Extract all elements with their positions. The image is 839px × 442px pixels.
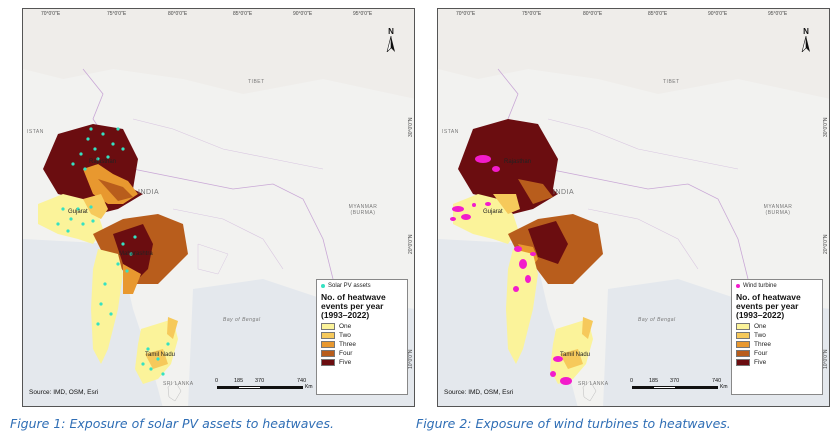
tick-top-85e: 85°0'0"E bbox=[233, 11, 253, 17]
scale-bar: 0 185 370 740 Km bbox=[215, 378, 313, 390]
solar-map-panel: 70°0'0"E 75°0'0"E 80°0'0"E 85°0'0"E 90°0… bbox=[22, 8, 415, 407]
legend-title: No. of heatwave events per year (1993–20… bbox=[736, 292, 801, 320]
tick-top-85e: 85°0'0"E bbox=[648, 11, 668, 17]
legend-entry: Five bbox=[321, 359, 403, 366]
place-label: Bay of Bengal bbox=[223, 317, 261, 323]
place-label: TIBET bbox=[663, 79, 680, 85]
legend-asset-label: Solar PV assets bbox=[328, 283, 371, 289]
north-arrow: N bbox=[384, 27, 398, 57]
map-legend: Solar PV assets No. of heatwave events p… bbox=[316, 279, 408, 395]
figure-caption-1: Figure 1: Exposure of solar PV assets to… bbox=[10, 416, 334, 431]
place-label: INDIA bbox=[553, 189, 575, 196]
place-label: TIBET bbox=[248, 79, 265, 85]
legend-entry: Two bbox=[736, 332, 818, 339]
tick-top-90e: 90°0'0"E bbox=[293, 11, 313, 17]
tick-side-10n: 10°0'0"N bbox=[823, 349, 829, 369]
region-label: Rajasthan bbox=[504, 159, 532, 165]
tick-side-10n: 10°0'0"N bbox=[408, 349, 414, 369]
tick-top-80e: 80°0'0"E bbox=[168, 11, 188, 17]
map-source: Source: IMD, OSM, Esri bbox=[29, 389, 99, 396]
map-legend: Wind turbine No. of heatwave events per … bbox=[731, 279, 823, 395]
legend-entry: Three bbox=[321, 341, 403, 348]
north-arrow: N bbox=[799, 27, 813, 57]
place-label: INDIA bbox=[138, 189, 160, 196]
tick-top-70e: 70°0'0"E bbox=[456, 11, 476, 17]
map-basemap bbox=[438, 9, 829, 406]
place-label: MYANMAR (BURMA) bbox=[348, 204, 378, 216]
region-label: Tamil Nadu bbox=[145, 352, 176, 358]
legend-asset-label: Wind turbine bbox=[743, 283, 777, 289]
legend-entry: One bbox=[736, 323, 818, 330]
tick-top-75e: 75°0'0"E bbox=[107, 11, 127, 17]
legend-title: No. of heatwave events per year (1993–20… bbox=[321, 292, 386, 320]
region-label: Gujarat bbox=[68, 209, 88, 215]
legend-entry: Four bbox=[321, 350, 403, 357]
tick-top-90e: 90°0'0"E bbox=[708, 11, 728, 17]
place-label: SRI LANKA bbox=[578, 381, 609, 387]
legend-entry: Three bbox=[736, 341, 818, 348]
map-basemap bbox=[23, 9, 414, 406]
scale-bar: 0 185 370 740 Km bbox=[630, 378, 728, 390]
map-source: Source: IMD, OSM, Esri bbox=[444, 389, 514, 396]
tick-top-95e: 95°0'0"E bbox=[353, 11, 373, 17]
tick-side-20n: 20°0'0"N bbox=[408, 234, 414, 254]
tick-side-20n: 20°0'0"N bbox=[823, 234, 829, 254]
place-label: SRI LANKA bbox=[163, 381, 194, 387]
tick-top-80e: 80°0'0"E bbox=[583, 11, 603, 17]
region-label: Tamil Nadu bbox=[560, 352, 591, 358]
north-arrow-icon bbox=[386, 35, 395, 53]
solar-asset-points bbox=[56, 127, 170, 376]
tick-top-75e: 75°0'0"E bbox=[522, 11, 542, 17]
wind-map-panel: 70°0'0"E 75°0'0"E 80°0'0"E 85°0'0"E 90°0… bbox=[437, 8, 830, 407]
place-label: ISTAN bbox=[442, 129, 459, 135]
legend-entry: Four bbox=[736, 350, 818, 357]
place-label: ISTAN bbox=[27, 129, 44, 135]
region-label: Maharashtra bbox=[119, 251, 153, 257]
legend-asset-entry: Wind turbine bbox=[736, 283, 818, 289]
legend-entry: Five bbox=[736, 359, 818, 366]
tick-side-30n: 30°0'0"N bbox=[823, 117, 829, 137]
tick-top-70e: 70°0'0"E bbox=[41, 11, 61, 17]
teal-dot-icon bbox=[321, 284, 325, 288]
place-label: Bay of Bengal bbox=[638, 317, 676, 323]
figure-caption-2: Figure 2: Exposure of wind turbines to h… bbox=[416, 416, 731, 431]
north-arrow-icon bbox=[801, 35, 810, 53]
tick-side-30n: 30°0'0"N bbox=[408, 117, 414, 137]
region-label: Rajasthan bbox=[89, 159, 117, 165]
wind-turbine-points bbox=[450, 155, 572, 385]
magenta-dot-icon bbox=[736, 284, 740, 288]
place-label: MYANMAR (BURMA) bbox=[763, 204, 793, 216]
tick-top-95e: 95°0'0"E bbox=[768, 11, 788, 17]
legend-asset-entry: Solar PV assets bbox=[321, 283, 403, 289]
legend-entry: Two bbox=[321, 332, 403, 339]
region-label: Gujarat bbox=[483, 209, 503, 215]
legend-entry: One bbox=[321, 323, 403, 330]
